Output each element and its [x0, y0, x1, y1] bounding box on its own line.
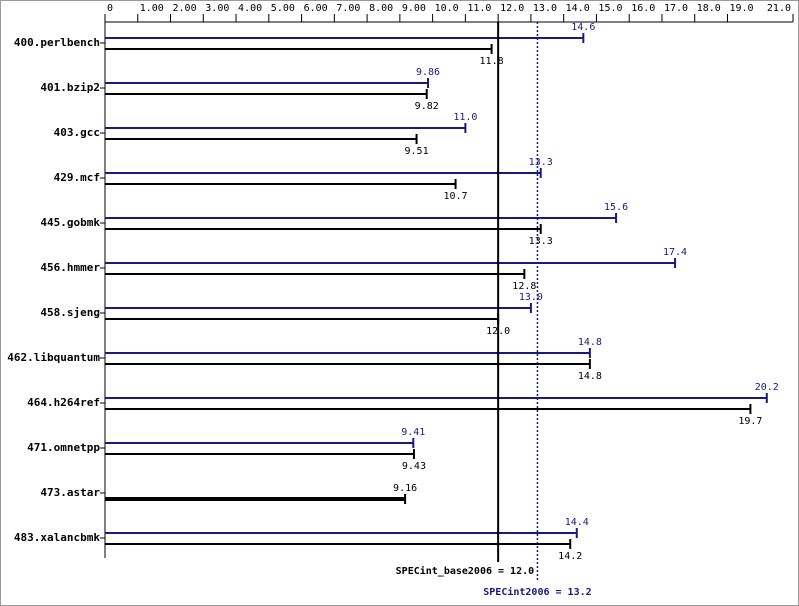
- x-tick-label: 0: [107, 3, 113, 14]
- category-label: 464.h264ref: [27, 396, 100, 409]
- value-label: 14.8: [578, 371, 602, 382]
- value-label: 14.8: [578, 337, 602, 348]
- value-label: 13.3: [529, 236, 553, 247]
- value-label: 13.0: [519, 292, 543, 303]
- value-label: 9.16: [393, 483, 417, 494]
- x-tick-label: 10.0: [435, 3, 459, 14]
- value-label: 17.4: [663, 247, 687, 258]
- x-tick-label: 4.00: [238, 3, 262, 14]
- x-tick-label: 18.0: [697, 3, 721, 14]
- category-label: 445.gobmk: [40, 216, 100, 229]
- x-tick-label: 8.00: [369, 3, 393, 14]
- x-tick-label: 14.0: [566, 3, 590, 14]
- value-label: 15.6: [604, 202, 628, 213]
- value-label: 9.51: [405, 146, 429, 157]
- x-tick-label: 21.0: [767, 3, 791, 14]
- category-label: 473.astar: [40, 486, 100, 499]
- value-label: 14.4: [565, 517, 589, 528]
- category-label: 403.gcc: [54, 126, 100, 139]
- x-tick-label: 7.00: [336, 3, 360, 14]
- x-tick-label: 12.0: [500, 3, 524, 14]
- x-tick-label: 1.00: [140, 3, 164, 14]
- value-label: 14.6: [571, 22, 595, 33]
- value-label: 13.3: [529, 157, 553, 168]
- x-tick-label: 2.00: [173, 3, 197, 14]
- x-tick-label: 19.0: [729, 3, 753, 14]
- x-tick-label: 3.00: [205, 3, 229, 14]
- reference-label: SPECint_base2006 = 12.0: [396, 565, 534, 577]
- x-tick-label: 17.0: [664, 3, 688, 14]
- x-tick-label: 11.0: [467, 3, 491, 14]
- category-label: 462.libquantum: [7, 351, 100, 364]
- category-label: 483.xalancbmk: [14, 531, 100, 544]
- value-label: 10.7: [444, 191, 468, 202]
- value-label: 20.2: [755, 382, 779, 393]
- value-label: 14.2: [558, 551, 582, 562]
- category-label: 429.mcf: [54, 171, 100, 184]
- x-tick-label: 6.00: [304, 3, 328, 14]
- category-label: 471.omnetpp: [27, 441, 100, 454]
- category-label: 401.bzip2: [40, 81, 100, 94]
- x-tick-label: 5.00: [271, 3, 295, 14]
- category-label: 458.sjeng: [40, 306, 100, 319]
- value-label: 12.8: [512, 281, 536, 292]
- value-label: 9.41: [401, 427, 425, 438]
- value-label: 9.86: [416, 67, 440, 78]
- value-label: 9.43: [402, 461, 426, 472]
- reference-label: SPECint2006 = 13.2: [483, 586, 591, 598]
- category-label: 400.perlbench: [14, 36, 100, 49]
- value-label: 9.82: [415, 101, 439, 112]
- value-label: 11.8: [480, 56, 504, 67]
- x-tick-label: 15.0: [598, 3, 622, 14]
- x-tick-label: 9.00: [402, 3, 426, 14]
- x-tick-label: 13.0: [533, 3, 557, 14]
- value-label: 19.7: [738, 416, 762, 427]
- value-label: 11.0: [453, 112, 477, 123]
- category-label: 456.hmmer: [40, 261, 100, 274]
- x-tick-label: 16.0: [631, 3, 655, 14]
